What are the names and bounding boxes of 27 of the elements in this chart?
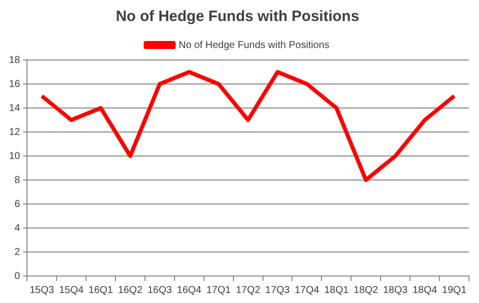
x-tick-label: 17Q2 [236, 284, 261, 296]
y-tick-label: 8 [14, 174, 21, 186]
x-tick-label: 16Q2 [118, 284, 143, 296]
x-tick-label: 18Q1 [324, 284, 350, 296]
y-tick-label: 18 [9, 54, 21, 66]
chart-title: No of Hedge Funds with Positions [116, 8, 360, 26]
x-tick-label: 15Q3 [30, 284, 55, 296]
x-tick-label: 19Q1 [442, 284, 467, 296]
y-tick-label: 14 [9, 102, 21, 114]
y-tick-label: 10 [9, 150, 21, 162]
x-tick-label: 18Q4 [412, 284, 438, 296]
y-tick-label: 6 [14, 198, 21, 210]
y-tick-label: 2 [14, 246, 21, 258]
y-tick-label: 16 [9, 78, 21, 90]
x-tick-label: 16Q4 [176, 284, 202, 296]
x-tick-label: 17Q4 [294, 284, 320, 296]
x-tick-label: 16Q1 [88, 284, 114, 296]
x-tick-label: 16Q3 [147, 284, 172, 296]
x-tick-label: 18Q2 [354, 284, 379, 296]
y-tick-label: 0 [14, 270, 21, 282]
x-tick-label: 18Q3 [383, 284, 408, 296]
y-tick-label: 12 [9, 126, 21, 138]
x-tick-label: 15Q4 [59, 284, 84, 296]
legend-label: No of Hedge Funds with Positions [178, 40, 330, 51]
x-tick-label: 17Q1 [206, 284, 232, 296]
x-tick-label: 17Q3 [265, 284, 290, 296]
y-tick-label: 4 [14, 222, 21, 234]
